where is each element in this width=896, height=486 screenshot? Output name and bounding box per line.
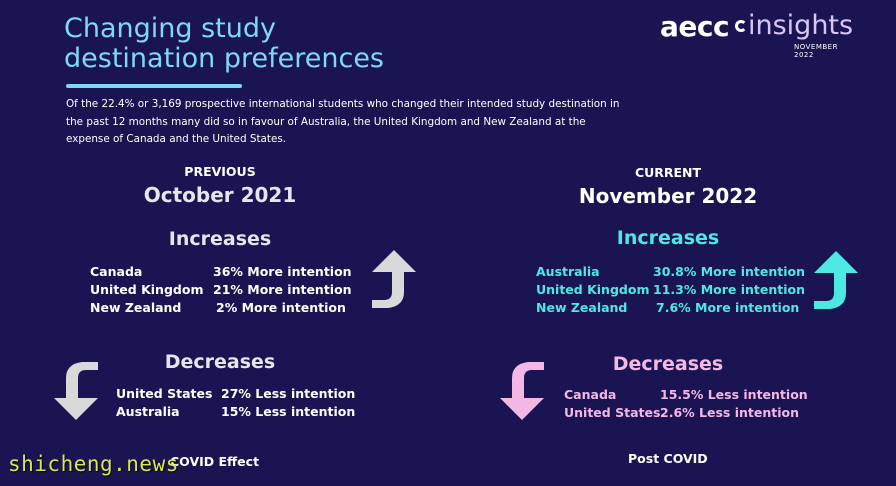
country-name: Canada bbox=[90, 264, 143, 279]
previous-date: October 2021 bbox=[143, 183, 297, 207]
country-name: United Kingdom bbox=[536, 282, 650, 297]
previous-label: PREVIOUS bbox=[184, 164, 256, 179]
current-date: November 2022 bbox=[578, 184, 758, 208]
logo-ring-icon bbox=[735, 20, 747, 32]
change-value: 15.5% Less intention bbox=[660, 387, 808, 402]
title-underline bbox=[66, 84, 242, 88]
down-arrow-icon bbox=[54, 362, 98, 420]
change-value: 21% More intention bbox=[213, 282, 352, 297]
change-value: 27% Less intention bbox=[221, 386, 356, 401]
title-line-1: Changing study bbox=[64, 13, 276, 44]
page-title: Changing study destination preferences bbox=[64, 14, 394, 74]
previous-footer: COVID Effect bbox=[170, 454, 260, 469]
country-name: United States bbox=[116, 386, 213, 401]
previous-decreases-title: Decreases bbox=[164, 351, 276, 373]
country-name: United States bbox=[564, 405, 661, 420]
aecc-insights-logo: aecc insights NOVEMBER 2022 bbox=[660, 10, 860, 59]
intro-text: Of the 22.4% or 3,169 prospective intern… bbox=[66, 98, 620, 145]
current-footer: Post COVID bbox=[628, 451, 708, 466]
change-value: 2% More intention bbox=[216, 300, 346, 315]
change-value: 7.6% More intention bbox=[656, 300, 800, 315]
change-value: 11.3% More intention bbox=[653, 282, 806, 297]
watermark: shicheng.news bbox=[8, 452, 179, 476]
change-value: 30.8% More intention bbox=[653, 264, 806, 279]
previous-increases-title: Increases bbox=[168, 228, 272, 250]
country-name: New Zealand bbox=[536, 300, 628, 315]
country-name: Australia bbox=[116, 404, 180, 419]
country-name: New Zealand bbox=[90, 300, 182, 315]
country-name: United Kingdom bbox=[90, 282, 204, 297]
change-value: 36% More intention bbox=[213, 264, 352, 279]
up-arrow-icon bbox=[372, 250, 416, 308]
title-line-2: destination preferences bbox=[64, 43, 384, 74]
current-increases-title: Increases bbox=[616, 227, 720, 249]
country-name: Canada bbox=[564, 387, 617, 402]
logo-insights-text: insights bbox=[748, 10, 854, 41]
down-arrow-icon bbox=[500, 362, 544, 420]
current-decreases-title: Decreases bbox=[612, 353, 724, 375]
country-name: Australia bbox=[536, 264, 600, 279]
change-value: 2.6% Less intention bbox=[660, 405, 799, 420]
up-arrow-icon bbox=[814, 251, 858, 309]
current-label: CURRENT bbox=[634, 165, 702, 180]
change-value: 15% Less intention bbox=[221, 404, 356, 419]
logo-aecc-text: aecc bbox=[660, 10, 730, 43]
logo-date: NOVEMBER 2022 bbox=[794, 43, 838, 59]
